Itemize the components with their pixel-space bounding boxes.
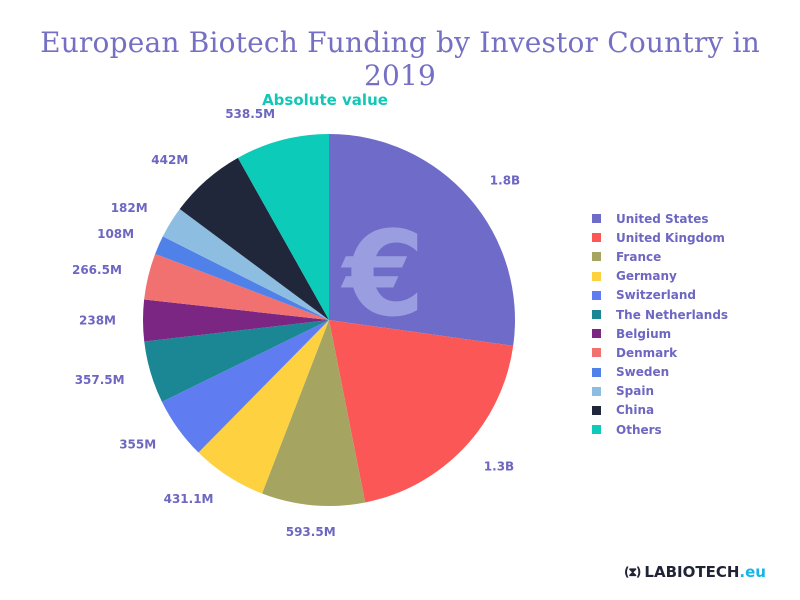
brand-logo: (⧗) LABIOTECH .eu (624, 563, 766, 581)
pie-slice-sweden[interactable] (155, 236, 329, 320)
legend: United States United Kingdom France Germany… (592, 209, 728, 439)
legend-item[interactable]: The Netherlands (592, 305, 728, 324)
legend-label: China (616, 403, 655, 418)
legend-label: United Kingdom (616, 230, 725, 245)
legend-label: Germany (616, 269, 677, 284)
legend-swatch (592, 329, 601, 339)
pie-slice-germany[interactable] (198, 320, 329, 494)
pie-slice-others[interactable] (237, 134, 329, 320)
legend-item[interactable]: Switzerland (592, 286, 728, 305)
legend-label: The Netherlands (616, 307, 729, 322)
pie-slice-spain[interactable] (162, 209, 329, 320)
legend-swatch (592, 405, 601, 415)
legend-item[interactable]: Denmark (592, 343, 728, 362)
legend-swatch (592, 348, 601, 358)
data-label: 1.3B (484, 459, 514, 473)
brand-name: LABIOTECH (644, 563, 740, 581)
legend-item[interactable]: Spain (592, 382, 728, 401)
data-label: 431.1M (164, 492, 214, 506)
legend-item[interactable]: Germany (592, 267, 728, 286)
legend-item[interactable]: United States (592, 209, 728, 228)
dna-icon: (⧗) (624, 564, 641, 579)
pie-slice-the-netherlands[interactable] (144, 320, 329, 402)
pie-slice-united-kingdom[interactable] (329, 320, 514, 503)
data-label: 182M (111, 201, 148, 215)
legend-swatch (592, 233, 601, 243)
data-label: 442M (151, 153, 188, 167)
legend-item[interactable]: Others (592, 420, 728, 439)
legend-label: France (616, 249, 662, 264)
euro-sign-icon: € (340, 205, 425, 343)
pie-slice-france[interactable] (262, 320, 366, 507)
legend-label: Belgium (616, 326, 672, 341)
legend-swatch (592, 310, 601, 320)
legend-item[interactable]: China (592, 401, 728, 420)
pie-slice-denmark[interactable] (144, 253, 329, 320)
data-label: 108M (97, 227, 134, 241)
legend-label: Sweden (616, 365, 670, 380)
legend-item[interactable]: Belgium (592, 324, 728, 343)
legend-swatch (592, 367, 601, 377)
legend-label: United States (616, 211, 709, 226)
data-label: 238M (79, 314, 116, 328)
data-label: 266.5M (72, 263, 122, 277)
chart-title: European Biotech Funding by Investor Cou… (40, 26, 760, 92)
brand-suffix: .eu (739, 563, 766, 581)
data-label: 355M (119, 438, 156, 452)
legend-swatch (592, 214, 601, 224)
legend-label: Denmark (616, 345, 678, 360)
legend-swatch (592, 252, 601, 262)
legend-swatch (592, 271, 601, 281)
legend-swatch (592, 386, 601, 396)
pie-slice-united-states[interactable] (329, 134, 516, 346)
legend-item[interactable]: United Kingdom (592, 228, 728, 247)
pie-slice-switzerland[interactable] (161, 320, 329, 453)
legend-item[interactable]: Sweden (592, 363, 728, 382)
chart-subtitle: Absolute value (262, 91, 388, 109)
pie-slice-belgium[interactable] (143, 299, 329, 342)
legend-swatch (592, 425, 601, 435)
legend-label: Spain (616, 384, 654, 399)
data-label: 1.8B (490, 173, 520, 187)
legend-swatch (592, 290, 601, 300)
pie-slice-china[interactable] (179, 157, 329, 320)
legend-label: Others (616, 422, 662, 437)
legend-label: Switzerland (616, 288, 696, 303)
data-label: 357.5M (75, 373, 125, 387)
data-label: 538.5M (225, 107, 275, 121)
legend-item[interactable]: France (592, 247, 728, 266)
data-label: 593.5M (286, 525, 336, 539)
